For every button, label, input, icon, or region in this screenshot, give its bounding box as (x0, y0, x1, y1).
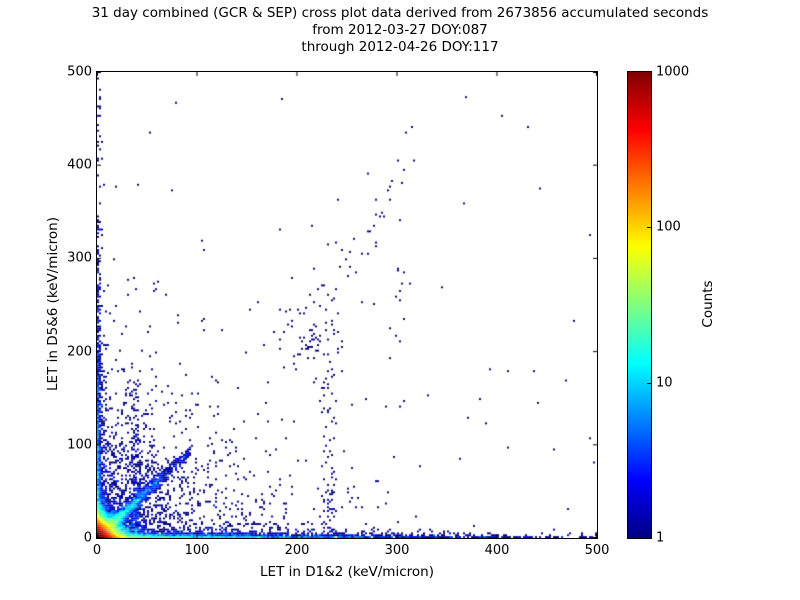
x-tick-label: 400 (484, 543, 510, 558)
colorbar-gradient (628, 72, 651, 538)
y-tick-label: 100 (67, 437, 92, 453)
chart-subtitle-from: from 2012-03-27 DOY:087 (312, 22, 488, 38)
colorbar-tick-mark (647, 382, 651, 384)
y-tick-label: 300 (67, 250, 92, 266)
x-tick-label: 300 (384, 543, 410, 558)
colorbar-tick-label: 100 (656, 219, 681, 235)
y-tick-label: 200 (67, 344, 92, 360)
y-axis-label: LET in D5&6 (keV/micron) (45, 217, 61, 391)
density-scatter-canvas (97, 72, 597, 538)
colorbar-tick-label: 10 (656, 375, 673, 391)
x-tick-label: 0 (92, 543, 102, 558)
y-tick-label: 0 (83, 530, 92, 546)
x-tick-label: 100 (184, 543, 210, 558)
x-tick-label: 500 (584, 543, 610, 558)
x-axis-label: LET in D1&2 (keV/micron) (260, 564, 434, 580)
y-tick-label: 500 (67, 64, 92, 80)
y-tick-label: 400 (67, 157, 92, 173)
colorbar-tick-label: 1000 (656, 64, 690, 80)
colorbar-tick-label: 1 (656, 530, 665, 546)
x-tick-label: 200 (284, 543, 310, 558)
plot-area (96, 71, 598, 539)
colorbar-tick-mark (647, 227, 651, 229)
chart-subtitle-through: through 2012-04-26 DOY:117 (301, 39, 499, 55)
chart-title: 31 day combined (GCR & SEP) cross plot d… (91, 5, 709, 21)
colorbar-label: Counts (700, 280, 716, 328)
colorbar (627, 71, 652, 539)
